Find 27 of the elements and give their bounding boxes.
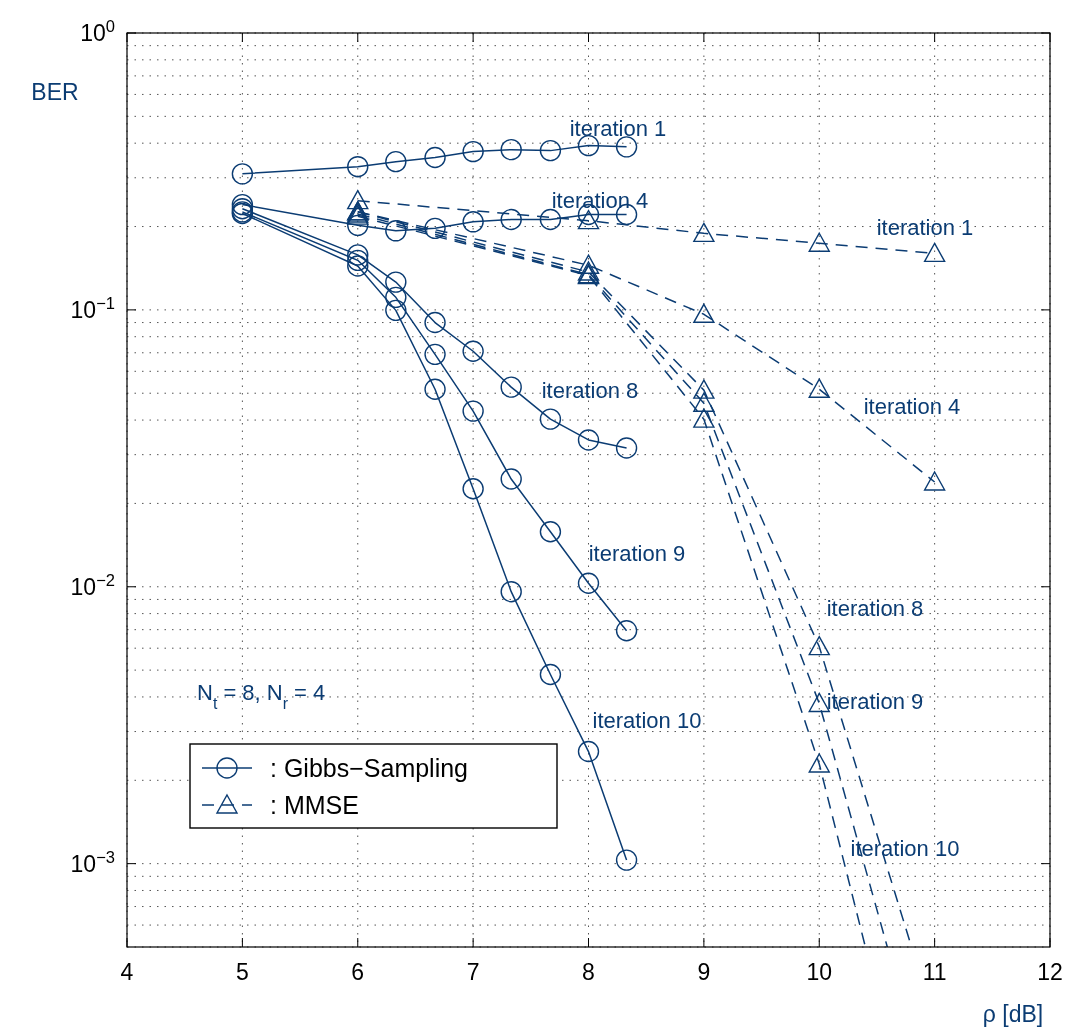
y-tick-label: 10$^{−3}$: [70, 847, 115, 877]
annotation: iteration 10: [592, 708, 702, 733]
y-tick-label: 10$^{−2}$: [70, 570, 115, 600]
x-tick-label: 10: [806, 959, 833, 985]
legend-label: : MMSE: [270, 791, 359, 819]
x-tick-label: 11: [922, 959, 947, 985]
x-tick-label: 5: [235, 959, 249, 985]
x-tick-label: 9: [697, 959, 711, 985]
x-tick-label: 6: [351, 959, 365, 985]
annotation: N$_{t}$ = 8, N$_{r}$ = 4: [197, 680, 326, 712]
legend-label: : Gibbs−Sampling: [270, 754, 469, 782]
annotation: iteration 8: [826, 596, 924, 621]
annotation: iteration 9: [826, 689, 924, 714]
annotation: iteration 8: [541, 378, 639, 403]
annotation: iteration 1: [876, 215, 974, 240]
annotation: iteration 4: [551, 188, 649, 213]
y-tick-label: 10$^{0}$: [80, 16, 115, 46]
x-tick-label: 12: [1037, 959, 1063, 985]
x-tick-label: 7: [466, 959, 480, 985]
annotation: iteration 9: [588, 541, 686, 566]
y-tick-label: 10$^{−1}$: [70, 293, 115, 323]
y-axis-title: BER: [31, 79, 79, 105]
x-tick-label: 4: [120, 959, 134, 985]
x-axis-title: ρ [dB]: [982, 1001, 1044, 1027]
annotation: iteration 4: [863, 394, 961, 419]
annotation: iteration 1: [569, 116, 667, 141]
x-tick-label: 8: [582, 959, 595, 985]
